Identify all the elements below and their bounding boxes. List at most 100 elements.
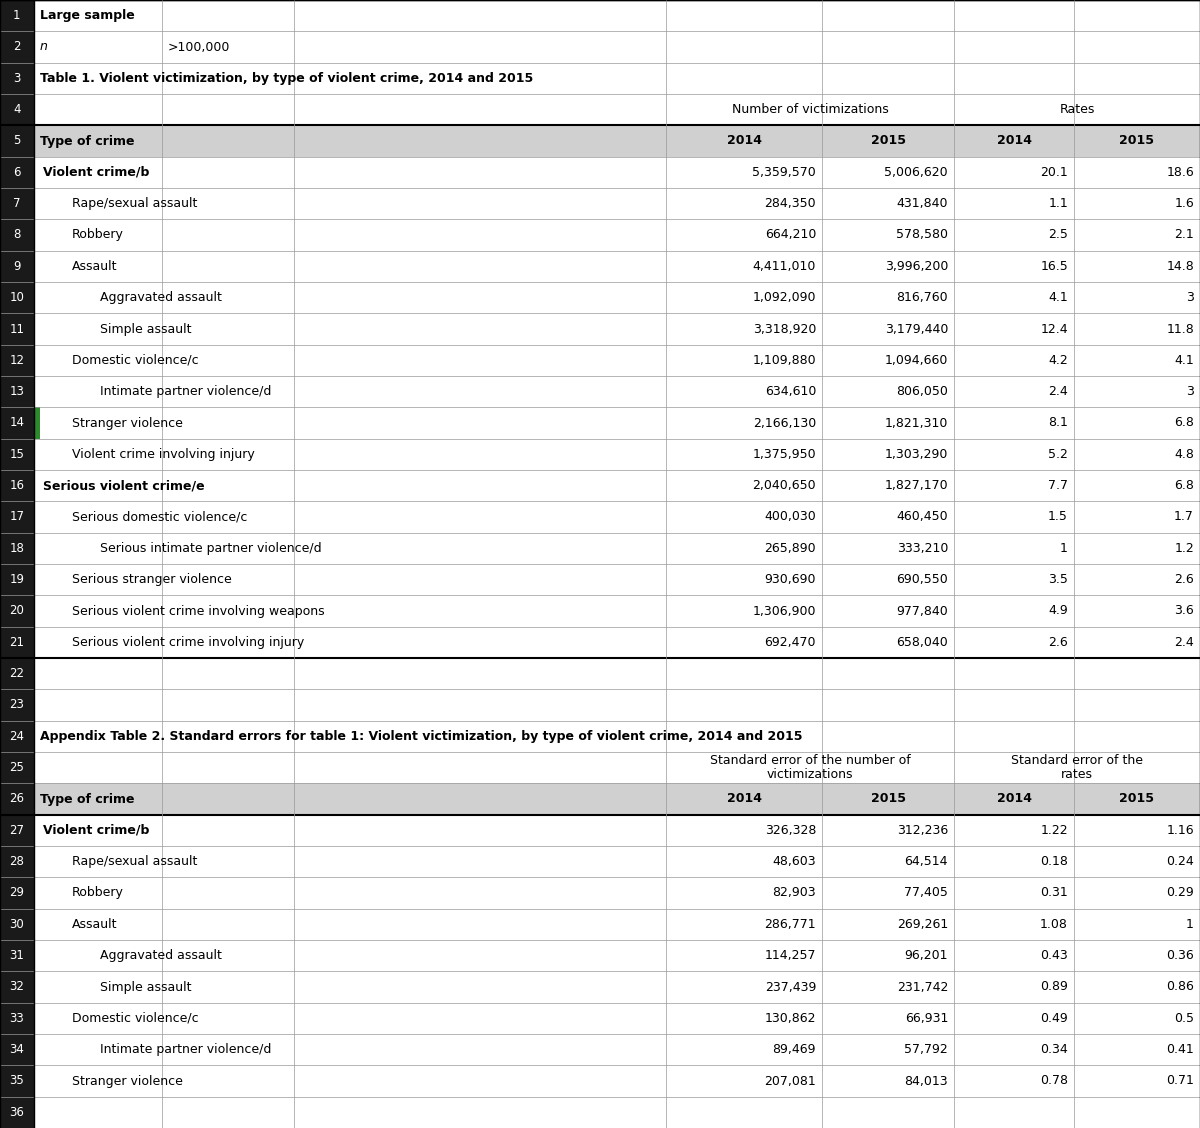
Text: Standard error of the number of: Standard error of the number of [709, 755, 911, 767]
Bar [0, 1096, 34, 1128]
Bar [0, 689, 34, 721]
Text: 26: 26 [10, 793, 24, 805]
Text: 1.16: 1.16 [1166, 823, 1194, 837]
Text: 207,081: 207,081 [764, 1075, 816, 1087]
Bar [0, 439, 34, 470]
Text: 690,550: 690,550 [896, 573, 948, 587]
Text: 12.4: 12.4 [1040, 323, 1068, 335]
Text: 14.8: 14.8 [1166, 259, 1194, 273]
Bar [0, 125, 34, 157]
Text: Simple assault: Simple assault [101, 980, 192, 994]
Text: 11: 11 [10, 323, 24, 335]
Bar [0, 407, 34, 439]
Text: Type of crime: Type of crime [40, 793, 134, 805]
Text: 286,771: 286,771 [764, 918, 816, 931]
Text: 231,742: 231,742 [896, 980, 948, 994]
Text: 21: 21 [10, 636, 24, 649]
Text: 1,303,290: 1,303,290 [884, 448, 948, 461]
Text: 20.1: 20.1 [1040, 166, 1068, 179]
Text: 9: 9 [13, 259, 20, 273]
Text: Number of victimizations: Number of victimizations [732, 103, 888, 116]
Text: 64,514: 64,514 [905, 855, 948, 869]
Text: 17: 17 [10, 511, 24, 523]
Text: 33: 33 [10, 1012, 24, 1025]
Text: 664,210: 664,210 [764, 229, 816, 241]
Text: 29: 29 [10, 887, 24, 899]
Text: Robbery: Robbery [72, 229, 124, 241]
Text: 0.71: 0.71 [1166, 1075, 1194, 1087]
Text: 0.43: 0.43 [1040, 949, 1068, 962]
Text: Standard error of the: Standard error of the [1010, 755, 1142, 767]
Text: 930,690: 930,690 [764, 573, 816, 587]
Text: 2.6: 2.6 [1049, 636, 1068, 649]
Text: 14: 14 [10, 416, 24, 430]
Text: n: n [40, 41, 48, 53]
Text: 1.2: 1.2 [1175, 541, 1194, 555]
Text: 130,862: 130,862 [764, 1012, 816, 1025]
Text: 5.2: 5.2 [1048, 448, 1068, 461]
Text: 5,006,620: 5,006,620 [884, 166, 948, 179]
Text: 15: 15 [10, 448, 24, 461]
Text: 1: 1 [1186, 918, 1194, 931]
Text: Simple assault: Simple assault [101, 323, 192, 335]
Bar [0, 345, 34, 376]
Text: 6: 6 [13, 166, 20, 179]
Text: rates: rates [1061, 768, 1093, 781]
Text: 2015: 2015 [870, 793, 906, 805]
Text: 16.5: 16.5 [1040, 259, 1068, 273]
Bar [0, 783, 34, 814]
Text: Serious domestic violence/c: Serious domestic violence/c [72, 511, 247, 523]
Bar [34, 125, 1200, 157]
Text: 1,092,090: 1,092,090 [752, 291, 816, 305]
Bar [0, 721, 34, 752]
Text: 0.5: 0.5 [1174, 1012, 1194, 1025]
Text: Stranger violence: Stranger violence [72, 416, 182, 430]
Text: Rates: Rates [1060, 103, 1094, 116]
Text: 2015: 2015 [870, 134, 906, 148]
Text: Violent crime involving injury: Violent crime involving injury [72, 448, 254, 461]
Text: 31: 31 [10, 949, 24, 962]
Text: 25: 25 [10, 761, 24, 774]
Text: Intimate partner violence/d: Intimate partner violence/d [101, 385, 272, 398]
Text: victimizations: victimizations [767, 768, 853, 781]
Text: 0.24: 0.24 [1166, 855, 1194, 869]
Text: 8: 8 [13, 229, 20, 241]
Text: 4.9: 4.9 [1049, 605, 1068, 617]
Text: 2.4: 2.4 [1049, 385, 1068, 398]
Text: 3,318,920: 3,318,920 [752, 323, 816, 335]
Text: 0.86: 0.86 [1166, 980, 1194, 994]
Text: 0.34: 0.34 [1040, 1043, 1068, 1056]
Bar [0, 1003, 34, 1034]
Text: 66,931: 66,931 [905, 1012, 948, 1025]
Text: 333,210: 333,210 [896, 541, 948, 555]
Text: 18.6: 18.6 [1166, 166, 1194, 179]
Text: 96,201: 96,201 [905, 949, 948, 962]
Text: 4.1: 4.1 [1049, 291, 1068, 305]
Text: Large sample: Large sample [40, 9, 134, 23]
Bar [0, 971, 34, 1003]
Bar [0, 157, 34, 188]
Text: 82,903: 82,903 [773, 887, 816, 899]
Text: 34: 34 [10, 1043, 24, 1056]
Bar [0, 846, 34, 878]
Bar [0, 532, 34, 564]
Text: 269,261: 269,261 [896, 918, 948, 931]
Text: 0.89: 0.89 [1040, 980, 1068, 994]
Text: 4: 4 [13, 103, 20, 116]
Text: Assault: Assault [72, 918, 118, 931]
Bar [0, 814, 34, 846]
Text: 6.8: 6.8 [1174, 479, 1194, 492]
Text: 3: 3 [1186, 385, 1194, 398]
Text: 19: 19 [10, 573, 24, 587]
Bar [0, 658, 34, 689]
Text: 658,040: 658,040 [896, 636, 948, 649]
Text: 12: 12 [10, 354, 24, 367]
Text: 460,450: 460,450 [896, 511, 948, 523]
Text: 2014: 2014 [726, 793, 762, 805]
Text: Appendix Table 2. Standard errors for table 1: Violent victimization, by type of: Appendix Table 2. Standard errors for ta… [40, 730, 802, 743]
Bar [0, 501, 34, 532]
Text: Violent crime/b: Violent crime/b [43, 823, 150, 837]
Text: 57,792: 57,792 [905, 1043, 948, 1056]
Text: 0.31: 0.31 [1040, 887, 1068, 899]
Text: 578,580: 578,580 [896, 229, 948, 241]
